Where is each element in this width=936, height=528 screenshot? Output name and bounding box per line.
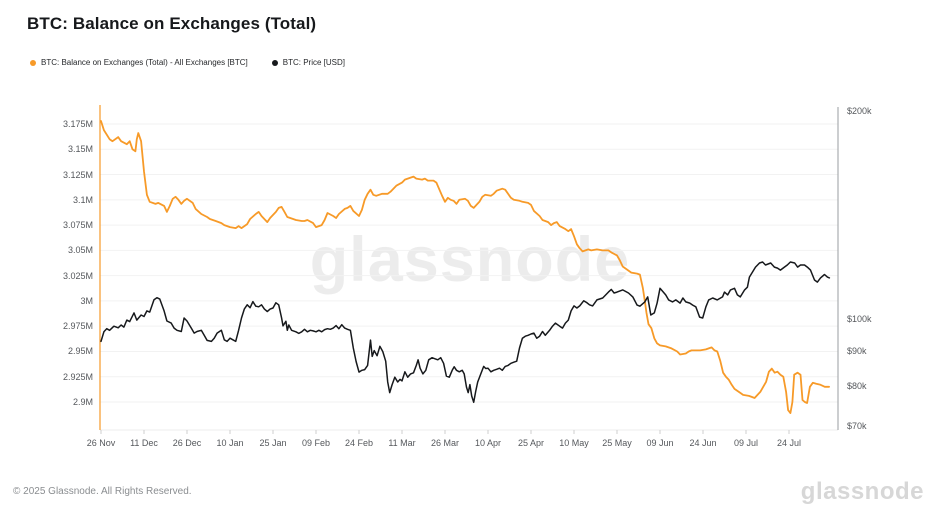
left-axis-tick-label: 3.025M	[62, 270, 93, 281]
chart-legend: BTC: Balance on Exchanges (Total) - All …	[30, 58, 345, 67]
left-axis-tick-label: 2.9M	[72, 397, 93, 407]
x-axis-tick-label: 11 Mar	[388, 438, 416, 448]
right-axis-tick-label: $70k	[847, 421, 867, 432]
left-axis-tick-label: 2.925M	[62, 371, 93, 382]
legend-item-label: BTC: Balance on Exchanges (Total) - All …	[41, 58, 248, 67]
left-axis-tick-label: 3.175M	[62, 119, 93, 129]
legend-item-label: BTC: Price [USD]	[282, 58, 345, 67]
x-axis-tick-label: 10 Jan	[216, 438, 244, 448]
glassnode-logo: glassnode	[800, 478, 924, 505]
right-axis-tick-label: $100k	[847, 314, 872, 324]
right-axis-tick-label: $90k	[847, 345, 867, 356]
page-title: BTC: Balance on Exchanges (Total)	[27, 14, 317, 33]
x-axis-tick-label: 25 Apr	[517, 438, 545, 448]
x-axis-tick-label: 09 Feb	[301, 438, 331, 448]
left-axis-tick-label: 3.075M	[62, 220, 93, 231]
right-axis-tick-label: $200k	[847, 105, 872, 116]
x-axis-tick-label: 25 Jan	[259, 438, 287, 448]
x-axis-tick-label: 24 Jul	[776, 438, 802, 448]
x-axis-tick-label: 09 Jun	[646, 438, 674, 448]
x-axis-tick-label: 25 May	[602, 438, 632, 448]
x-axis-tick-label: 10 Apr	[474, 438, 502, 448]
left-axis-tick-label: 2.95M	[67, 346, 93, 357]
legend-dot-icon	[30, 59, 36, 66]
x-axis-tick-label: 26 Mar	[430, 438, 459, 448]
left-axis-tick-label: 3.15M	[67, 144, 93, 155]
legend-item-0[interactable]: BTC: Balance on Exchanges (Total) - All …	[30, 58, 248, 67]
x-axis-tick-label: 26 Dec	[172, 438, 202, 448]
x-axis-tick-label: 24 Feb	[344, 438, 374, 448]
x-axis-tick-label: 24 Jun	[689, 438, 717, 448]
series-line-price	[100, 261, 831, 404]
x-axis-tick-label: 26 Nov	[86, 438, 116, 448]
x-axis-tick-label: 10 May	[559, 438, 589, 448]
left-axis-tick-label: 3.1M	[72, 194, 93, 205]
left-axis-tick-label: 3.125M	[62, 169, 93, 180]
left-axis-tick-label: 2.975M	[62, 321, 93, 332]
series-line-balance	[100, 120, 830, 415]
left-axis-tick-label: 3.05M	[67, 245, 93, 256]
legend-item-1[interactable]: BTC: Price [USD]	[271, 58, 345, 67]
x-axis-tick-label: 11 Dec	[130, 438, 158, 448]
right-axis-tick-label: $80k	[847, 380, 867, 391]
x-axis-tick-label: 09 Jul	[733, 438, 759, 448]
left-axis-tick-label: 3M	[80, 295, 93, 306]
legend-dot-icon	[271, 59, 278, 66]
copyright-text: © 2025 Glassnode. All Rights Reserved.	[13, 486, 192, 497]
glassnode-watermark: glassnode	[309, 225, 631, 295]
